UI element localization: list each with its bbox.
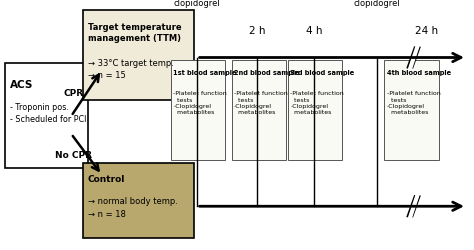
Text: Target temperature
management (TTM): Target temperature management (TTM) xyxy=(88,22,182,43)
Text: ACS: ACS xyxy=(10,80,34,90)
FancyBboxPatch shape xyxy=(83,10,194,100)
Text: CPR: CPR xyxy=(64,89,83,98)
Text: 4th blood sample: 4th blood sample xyxy=(387,70,451,76)
FancyBboxPatch shape xyxy=(5,62,88,168)
Text: -Platelet function
  tests
-Clopidogrel
  metabolites: -Platelet function tests -Clopidogrel me… xyxy=(387,91,440,116)
Text: Control: Control xyxy=(88,175,125,184)
Text: → normal body temp.
→ n = 18: → normal body temp. → n = 18 xyxy=(88,198,178,219)
Text: 2 h: 2 h xyxy=(249,26,265,36)
Text: 600 mg
clopidogrel: 600 mg clopidogrel xyxy=(173,0,220,8)
Text: -Platelet function
  tests
-Clopidogrel
  metabolites: -Platelet function tests -Clopidogrel me… xyxy=(290,91,344,116)
FancyBboxPatch shape xyxy=(171,60,226,160)
FancyBboxPatch shape xyxy=(83,162,194,238)
Text: 3rd blood sample: 3rd blood sample xyxy=(290,70,355,76)
FancyBboxPatch shape xyxy=(232,60,286,160)
Text: 4 h: 4 h xyxy=(306,26,322,36)
Text: No CPR: No CPR xyxy=(55,150,92,160)
Text: - Troponin pos.
- Scheduled for PCI: - Troponin pos. - Scheduled for PCI xyxy=(10,102,87,124)
FancyBboxPatch shape xyxy=(288,60,342,160)
Text: 1st blood sample: 1st blood sample xyxy=(173,70,237,76)
FancyBboxPatch shape xyxy=(384,60,439,160)
Text: → 33°C target temp.
→ n = 15: → 33°C target temp. → n = 15 xyxy=(88,59,173,80)
Text: -Platelet function
  tests
-Clopidogrel
  metabolites: -Platelet function tests -Clopidogrel me… xyxy=(173,91,227,116)
Text: 75 mg
clopidogrel: 75 mg clopidogrel xyxy=(354,0,400,8)
Text: -Platelet function
  tests
-Clopidogrel
  metabolites: -Platelet function tests -Clopidogrel me… xyxy=(234,91,288,116)
Text: 2nd blood sample: 2nd blood sample xyxy=(234,70,300,76)
Text: 24 h: 24 h xyxy=(415,26,438,36)
